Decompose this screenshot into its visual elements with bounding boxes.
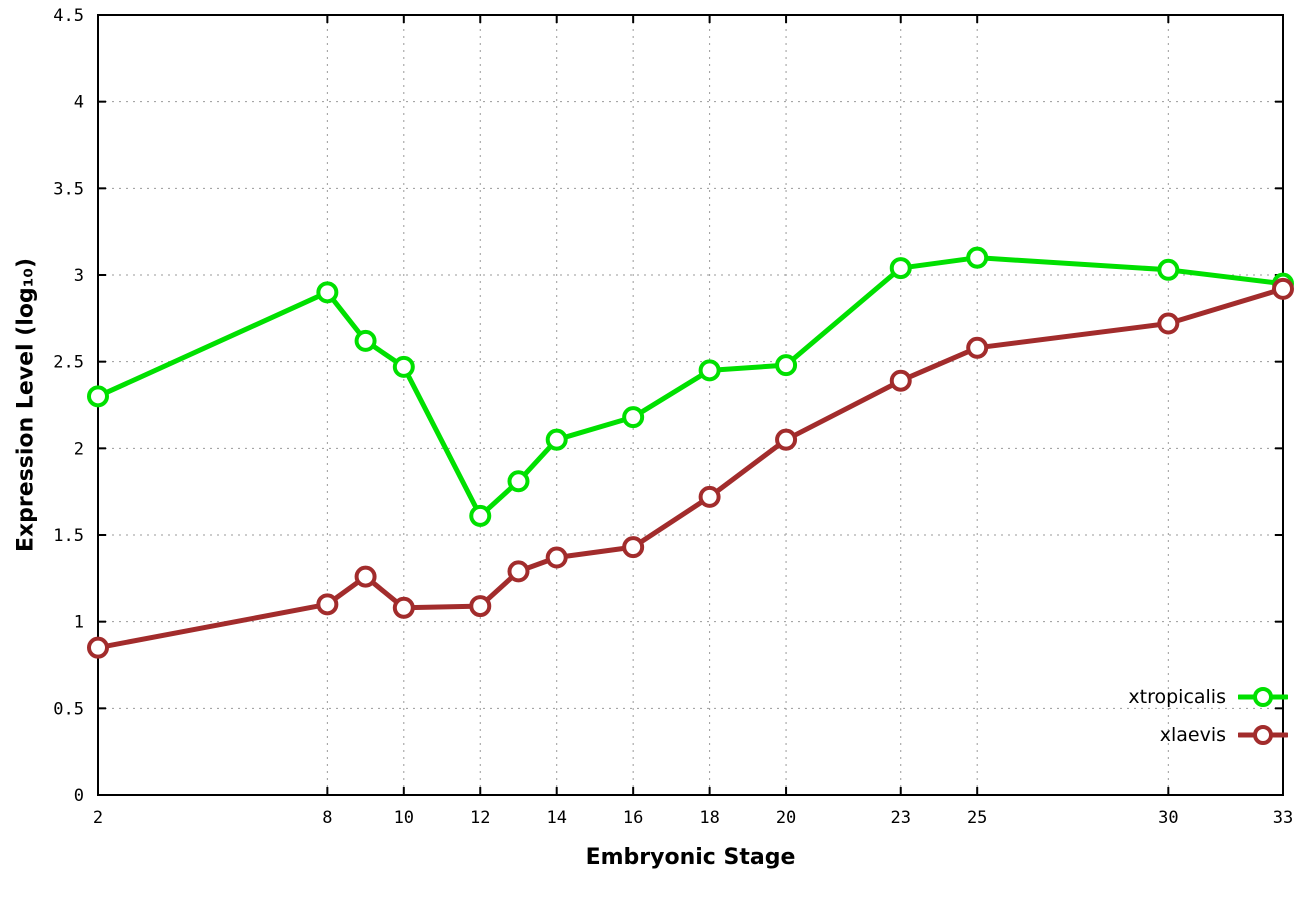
data-point-marker <box>392 355 415 378</box>
data-point-marker <box>775 428 798 451</box>
data-point-marker <box>775 354 798 377</box>
data-point-marker <box>698 359 721 382</box>
svg-text:2: 2 <box>93 808 103 828</box>
data-point-marker <box>889 257 912 280</box>
legend-line-sample-icon <box>1238 687 1288 707</box>
data-point-marker <box>966 336 989 359</box>
svg-text:30: 30 <box>1158 808 1178 828</box>
svg-text:4.5: 4.5 <box>53 6 84 26</box>
svg-text:3.5: 3.5 <box>53 179 84 199</box>
svg-text:1.5: 1.5 <box>53 526 84 546</box>
data-point-marker <box>1272 277 1294 300</box>
svg-text:23: 23 <box>890 808 910 828</box>
data-point-marker <box>1157 312 1180 335</box>
series-line-xlaevis <box>95 286 1286 651</box>
legend-label: xlaevis <box>1159 724 1226 746</box>
data-point-marker <box>87 385 109 408</box>
svg-text:2.5: 2.5 <box>53 353 84 373</box>
svg-text:0.5: 0.5 <box>53 699 84 719</box>
legend-item-xlaevis: xlaevis <box>1128 716 1288 754</box>
svg-text:8: 8 <box>322 808 332 828</box>
legend-line-sample-icon <box>1238 725 1288 745</box>
data-point-marker <box>507 560 530 583</box>
svg-text:0: 0 <box>74 786 84 806</box>
series-markers-xtropicalis <box>87 246 1294 527</box>
svg-text:12: 12 <box>470 808 490 828</box>
data-point-marker <box>392 596 415 619</box>
x-axis-title: Embryonic Stage <box>585 845 796 870</box>
data-point-marker <box>1157 258 1180 281</box>
grid <box>97 14 1284 796</box>
data-point-marker <box>316 281 339 304</box>
legend: xtropicalis xlaevis <box>1128 678 1288 754</box>
data-point-marker <box>622 406 645 429</box>
svg-text:25: 25 <box>967 808 987 828</box>
y-tick-labels: 0 0.5 1 1.5 2 2.5 3 3.5 4 4.5 <box>53 6 84 806</box>
series-line-xtropicalis <box>95 255 1286 519</box>
legend-item-xtropicalis: xtropicalis <box>1128 678 1288 716</box>
data-point-marker <box>698 485 721 508</box>
y-axis-title: Expression Level (log₁₀) <box>13 257 39 553</box>
svg-text:20: 20 <box>776 808 796 828</box>
data-point-marker <box>507 470 530 493</box>
data-point-marker <box>622 536 645 559</box>
svg-text:18: 18 <box>699 808 719 828</box>
data-point-marker <box>545 428 568 451</box>
data-point-marker <box>316 593 339 616</box>
data-point-marker <box>354 329 377 352</box>
data-point-marker <box>469 595 492 618</box>
tick-marks <box>97 14 1284 796</box>
data-point-marker <box>966 246 989 269</box>
svg-text:16: 16 <box>623 808 643 828</box>
data-point-marker <box>545 546 568 569</box>
svg-text:33: 33 <box>1273 808 1293 828</box>
data-point-marker <box>469 504 492 527</box>
series-markers-xlaevis <box>87 277 1294 659</box>
svg-text:3: 3 <box>74 266 84 286</box>
plot-border <box>97 14 1284 796</box>
svg-text:4: 4 <box>74 93 84 113</box>
data-point-marker <box>87 636 109 659</box>
data-point-marker <box>889 369 912 392</box>
data-point-marker <box>354 565 377 588</box>
svg-text:14: 14 <box>546 808 566 828</box>
svg-text:10: 10 <box>394 808 414 828</box>
svg-text:1: 1 <box>74 613 84 633</box>
legend-label: xtropicalis <box>1128 686 1226 708</box>
svg-text:2: 2 <box>74 439 84 459</box>
x-tick-labels: 2 8 10 12 14 16 18 20 23 25 30 33 <box>93 808 1293 828</box>
